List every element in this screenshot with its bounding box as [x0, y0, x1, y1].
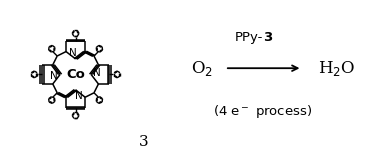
Text: N: N — [75, 91, 82, 101]
Text: H$_2$O: H$_2$O — [318, 59, 355, 78]
Text: (4 e$^-$ process): (4 e$^-$ process) — [213, 103, 312, 120]
Text: 3: 3 — [139, 135, 149, 149]
Text: N: N — [93, 68, 101, 78]
Text: O$_2$: O$_2$ — [191, 59, 213, 78]
Text: N: N — [51, 71, 58, 81]
Text: $\mathbf{3}$: $\mathbf{3}$ — [263, 31, 273, 44]
Text: PPy-: PPy- — [234, 31, 263, 44]
Text: N: N — [69, 48, 76, 58]
Text: Co: Co — [66, 68, 85, 81]
